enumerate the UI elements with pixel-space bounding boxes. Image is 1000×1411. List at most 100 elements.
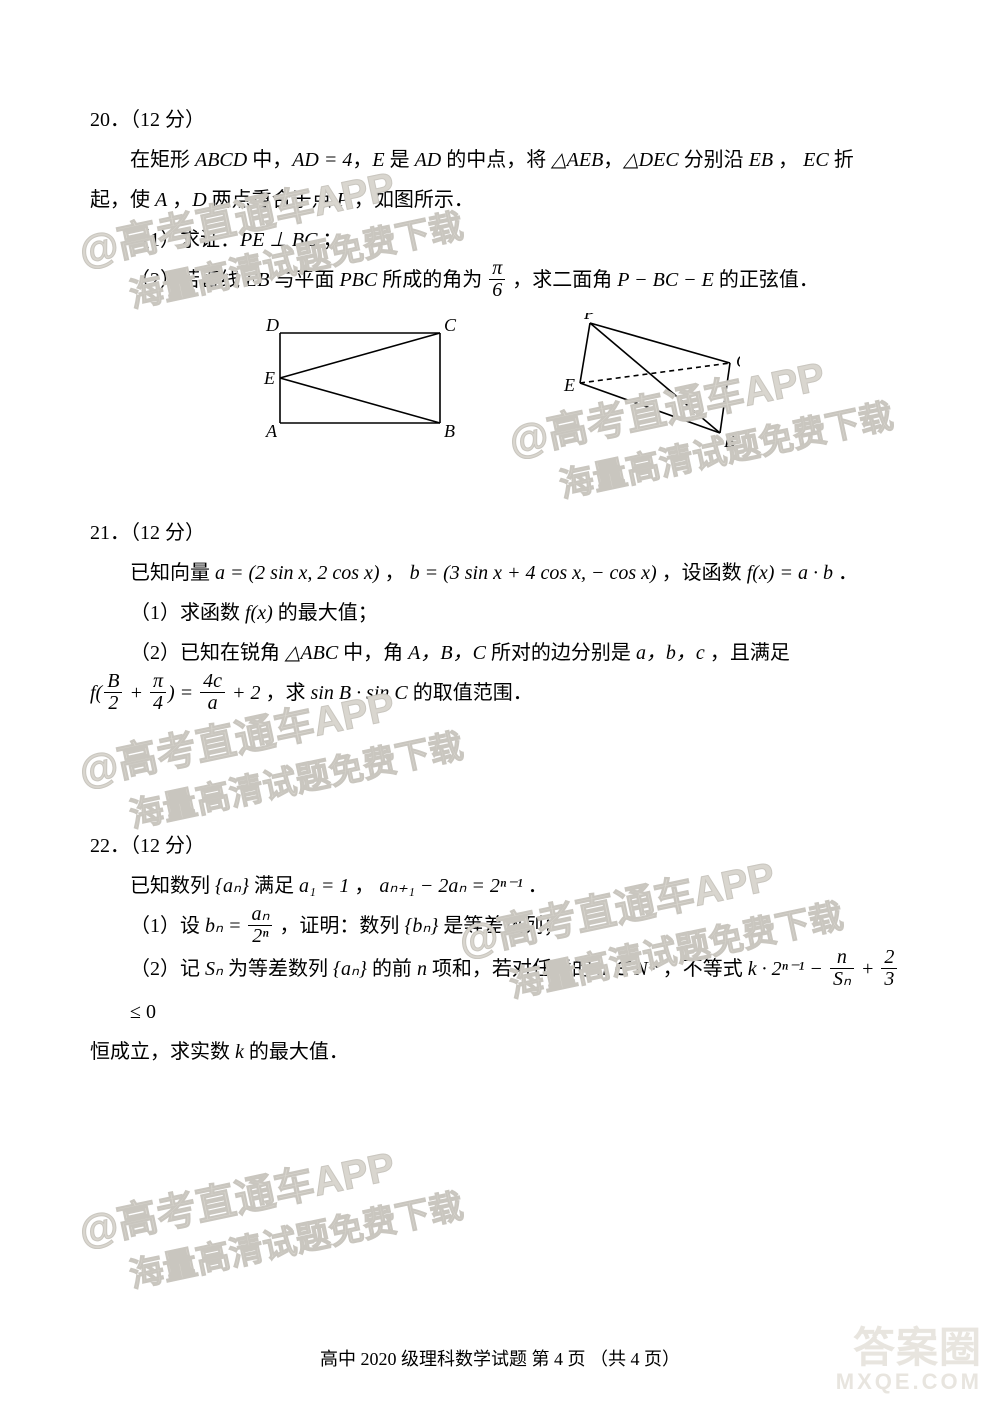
text: ， [352, 149, 372, 171]
problem-20-body-2: 起，使 A ，D 两点重合于点 P ，如图所示． [90, 180, 910, 220]
problem-21-q2-line2: f(B2 + π4) = 4ca + 2 ，求 sin B · sin C 的取… [90, 673, 910, 716]
math: n ∈ N* [597, 958, 658, 980]
text: （1）求函数 [130, 602, 245, 624]
math-text: + 2 [227, 682, 261, 704]
problem-21-header: 21．（12 分） [90, 513, 910, 553]
text: 的中点，将 [441, 149, 551, 171]
svg-text:C: C [736, 351, 740, 371]
text: 在矩形 [130, 149, 195, 171]
problem-number: 22 [90, 835, 110, 857]
corner-line2: MXQE.COM [836, 1370, 982, 1393]
math: P − BC − E [617, 269, 714, 291]
problem-20-body: 在矩形 ABCD 中，AD = 4，E 是 AD 的中点，将 △AEB，△DEC… [90, 140, 910, 180]
math: k [235, 1041, 244, 1063]
math: k · 2ⁿ⁻¹ − nSₙ + 23 [748, 958, 900, 980]
math: {aₙ} [215, 875, 249, 897]
problem-22-q2-line2: 恒成立，求实数 k 的最大值． [90, 1032, 910, 1072]
problem-22: 22．（12 分） 已知数列 {aₙ} 满足 a₁ = 1 ， aₙ₊₁ − 2… [90, 826, 910, 1072]
text: 中，角 [338, 642, 408, 664]
math: bₙ = aₙ2ⁿ [205, 915, 274, 937]
math: A [155, 189, 167, 211]
math-text: bₙ = [205, 915, 246, 937]
problem-number: 21 [90, 522, 110, 544]
math: PBC [339, 269, 377, 291]
math: △ABC [285, 642, 338, 664]
text: （1）设 [130, 915, 205, 937]
problem-21-q2-line1: （2）已知在锐角 △ABC 中，角 A，B，C 所对的边分别是 a，b，c ，且… [90, 633, 910, 673]
text: 是 [385, 149, 415, 171]
svg-text:C: C [444, 315, 457, 335]
math: EB [245, 269, 269, 291]
text: 项和，若对任意的 [427, 958, 597, 980]
frac-bn: aₙ2ⁿ [248, 904, 272, 947]
text: 的正弦值． [714, 269, 819, 291]
text: ； [317, 229, 342, 251]
problem-22-header: 22．（12 分） [90, 826, 910, 866]
svg-text:P: P [583, 313, 595, 323]
problem-20: 20．（12 分） 在矩形 ABCD 中，AD = 4，E 是 AD 的中点，将… [90, 100, 910, 453]
text: ， [603, 149, 623, 171]
text: 所对的边分别是 [486, 642, 636, 664]
frac-B2: B2 [104, 671, 122, 714]
text: 恒成立，求实数 [90, 1041, 235, 1063]
text: 折 [829, 149, 854, 171]
num: 2 [881, 947, 897, 969]
text: 已知向量 [130, 562, 215, 584]
math: aₙ₊₁ − 2aₙ = 2ⁿ⁻¹ [379, 875, 522, 897]
math: f(B2 + π4) = 4ca + 2 [90, 682, 266, 704]
text: ，不等式 [658, 958, 748, 980]
text: ，求 [266, 682, 311, 704]
text: 分别沿 [679, 149, 749, 171]
frac-nSn: nSₙ [830, 947, 854, 990]
num: π [150, 671, 166, 693]
den: 3 [881, 969, 897, 990]
problem-20-q2: （2）若直线 EB 与平面 PBC 所成的角为 π6 ，求二面角 P − BC … [90, 260, 910, 303]
svg-text:B: B [444, 421, 455, 441]
num: aₙ [248, 904, 272, 926]
math-text: f( [90, 682, 102, 704]
problem-21-body: 已知向量 a = (2 sin x, 2 cos x) ， b = (3 sin… [90, 553, 910, 593]
text: ， [167, 189, 192, 211]
problem-points: （12 分） [130, 835, 205, 857]
text: （2）记 [130, 958, 205, 980]
math: Sₙ [205, 958, 223, 980]
text: ， [773, 149, 803, 171]
text: （2）若直线 [130, 269, 245, 291]
math: EC [803, 149, 829, 171]
math: E [372, 149, 384, 171]
den: 6 [489, 280, 505, 301]
problem-20-figure: DCABEPEBC [90, 313, 910, 453]
text: ，求二面角 [507, 269, 617, 291]
text: 的最大值． [244, 1041, 349, 1063]
svg-text:D: D [265, 315, 279, 335]
den: Sₙ [830, 969, 854, 990]
problem-points: （12 分） [130, 522, 205, 544]
math: P [337, 189, 349, 211]
text: 是等差数列； [438, 915, 563, 937]
math: EB [749, 149, 773, 171]
text: 中， [247, 149, 292, 171]
math: {aₙ} [333, 958, 367, 980]
problem-21: 21．（12 分） 已知向量 a = (2 sin x, 2 cos x) ， … [90, 513, 910, 716]
text: ，证明：数列 [274, 915, 404, 937]
page-footer: 高中 2020 级理科数学试题 第 4 页 （共 4 页） [0, 1345, 1000, 1371]
math-text: + [856, 958, 880, 980]
text: 起，使 [90, 189, 155, 211]
math: n [417, 958, 427, 980]
frac-pi4: π4 [150, 671, 166, 714]
text: ． [523, 875, 548, 897]
math: AD = 4 [292, 149, 352, 171]
math: PE ⊥ BC [240, 229, 317, 251]
text: 为等差数列 [223, 958, 333, 980]
math: △AEB [551, 149, 603, 171]
den: a [200, 693, 225, 714]
math: D [192, 189, 206, 211]
footer-text: 高中 2020 级理科数学试题 第 4 页 （共 4 页） [320, 1349, 680, 1369]
text: （2）已知在锐角 [130, 642, 285, 664]
svg-text:E: E [263, 368, 275, 388]
math: b = (3 sin x + 4 cos x, − cos x) [410, 562, 657, 584]
math: {bₙ} [404, 915, 438, 937]
math-text: k · 2ⁿ⁻¹ − [748, 958, 828, 980]
math: a，b，c [636, 642, 705, 664]
svg-text:E: E [563, 375, 575, 395]
